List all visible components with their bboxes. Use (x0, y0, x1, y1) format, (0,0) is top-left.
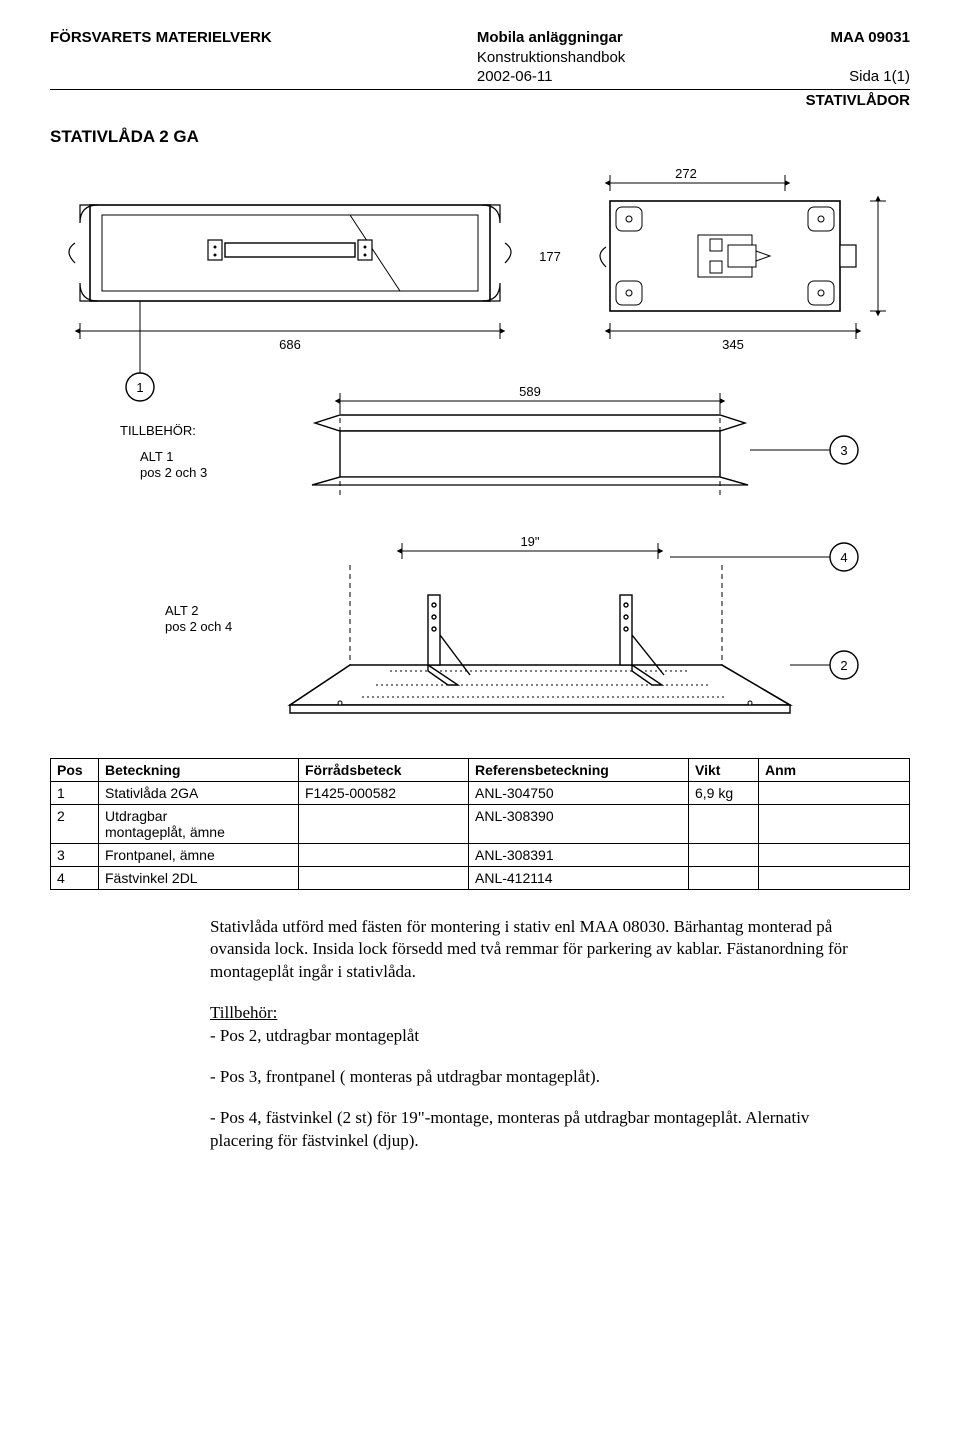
dim-686-text: 686 (279, 337, 301, 352)
cell-anm (759, 843, 910, 866)
label-alt1: ALT 1 (140, 449, 173, 464)
header-rule (50, 89, 910, 90)
view-plate-perspective (290, 565, 790, 713)
dim-272: 272 (610, 166, 785, 191)
cell-anm (759, 804, 910, 843)
page-header: FÖRSVARETS MATERIELVERK Mobila anläggnin… (50, 28, 910, 87)
cell-ref: ANL-308391 (469, 843, 689, 866)
cell-vikt: 6,9 kg (689, 781, 759, 804)
view-top (600, 201, 856, 311)
header-org: FÖRSVARETS MATERIELVERK (50, 28, 272, 87)
cell-ref: ANL-308390 (469, 804, 689, 843)
section-title: STATIVLÅDA 2 GA (50, 127, 910, 147)
cell-vikt (689, 804, 759, 843)
dim-589: 589 (340, 384, 720, 409)
cell-anm (759, 781, 910, 804)
callout-1: 1 (126, 301, 154, 401)
cell-pos: 1 (51, 781, 99, 804)
dim-272-text: 272 (675, 166, 697, 181)
tillbehor-heading: Tillbehör: (210, 1003, 277, 1022)
cell-vikt (689, 843, 759, 866)
callout-4: 4 (670, 543, 858, 571)
header-center-3: 2002-06-11 (477, 67, 625, 87)
callout-4-text: 4 (840, 550, 847, 565)
th-vikt: Vikt (689, 758, 759, 781)
dim-589-text: 589 (519, 384, 541, 399)
label-alt1-pos: pos 2 och 3 (140, 465, 207, 480)
body-p1: Stativlåda utförd med fästen för monteri… (210, 916, 870, 985)
callout-1-text: 1 (136, 380, 143, 395)
body-b2: - Pos 3, frontpanel ( monteras på utdrag… (210, 1066, 870, 1089)
parts-table: Pos Beteckning Förrådsbeteck Referensbet… (50, 758, 910, 890)
dim-345-text: 345 (722, 337, 744, 352)
dim-19in-text: 19" (520, 534, 539, 549)
cell-bet: Frontpanel, ämne (99, 843, 299, 866)
cell-pos: 4 (51, 866, 99, 889)
dim-19in: 19" (402, 534, 658, 559)
cell-ref: ANL-304750 (469, 781, 689, 804)
cell-anm (759, 866, 910, 889)
cell-bet: Fästvinkel 2DL (99, 866, 299, 889)
th-forr: Förrådsbeteck (299, 758, 469, 781)
header-center: Mobila anläggningar Konstruktionshandbok… (477, 28, 625, 87)
table-header-row: Pos Beteckning Förrådsbeteck Referensbet… (51, 758, 910, 781)
label-alt2-pos: pos 2 och 4 (165, 619, 232, 634)
dim-177-text: 177 (539, 249, 561, 264)
label-tillbehor: TILLBEHÖR: (120, 423, 196, 438)
body-b1: - Pos 2, utdragbar montageplåt (210, 1026, 419, 1045)
callout-2-text: 2 (840, 658, 847, 673)
cell-forr (299, 804, 469, 843)
view-channel (312, 409, 748, 495)
body-text: Stativlåda utförd med fästen för monteri… (210, 916, 870, 1154)
header-center-2: Konstruktionshandbok (477, 48, 625, 68)
table-row: 2 Utdragbar montageplåt, ämne ANL-308390 (51, 804, 910, 843)
label-alt2: ALT 2 (165, 603, 198, 618)
table-row: 4 Fästvinkel 2DL ANL-412114 (51, 866, 910, 889)
table-row: 1 Stativlåda 2GA F1425-000582 ANL-304750… (51, 781, 910, 804)
cell-forr (299, 866, 469, 889)
dim-686: 686 (80, 323, 500, 352)
dim-345: 345 (610, 323, 856, 352)
cell-ref: ANL-412114 (469, 866, 689, 889)
callout-2: 2 (790, 651, 858, 679)
table-row: 3 Frontpanel, ämne ANL-308391 (51, 843, 910, 866)
callout-3-text: 3 (840, 443, 847, 458)
body-b3: - Pos 4, fästvinkel (2 st) för 19"-monta… (210, 1107, 870, 1153)
header-doc-code: MAA 09031 (831, 28, 910, 48)
th-ref: Referensbeteckning (469, 758, 689, 781)
header-subhead: STATIVLÅDOR (50, 92, 910, 109)
cell-pos: 3 (51, 843, 99, 866)
th-bet: Beteckning (99, 758, 299, 781)
callout-3: 3 (750, 436, 858, 464)
header-page-ref: Sida 1(1) (831, 67, 910, 87)
th-anm: Anm (759, 758, 910, 781)
technical-figure: 272 (50, 165, 910, 730)
cell-vikt (689, 866, 759, 889)
th-pos: Pos (51, 758, 99, 781)
header-right: MAA 09031 Sida 1(1) (831, 28, 910, 87)
cell-forr: F1425-000582 (299, 781, 469, 804)
header-center-1: Mobila anläggningar (477, 28, 625, 48)
cell-bet: Utdragbar montageplåt, ämne (99, 804, 299, 843)
view-front (69, 205, 511, 301)
cell-pos: 2 (51, 804, 99, 843)
cell-forr (299, 843, 469, 866)
cell-bet: Stativlåda 2GA (99, 781, 299, 804)
